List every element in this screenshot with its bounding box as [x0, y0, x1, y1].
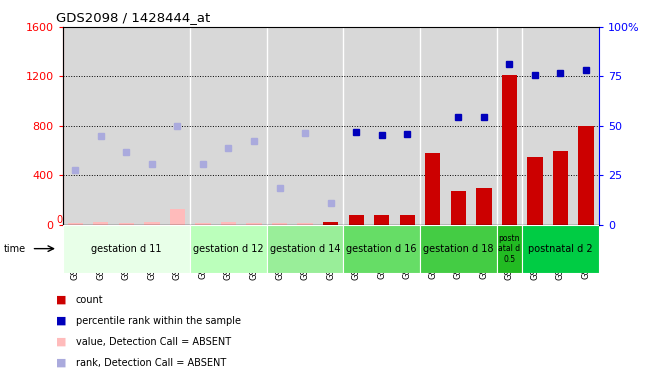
Bar	[476, 188, 492, 225]
Text: ■: ■	[56, 358, 66, 368]
Bar	[502, 75, 517, 225]
Bar	[522, 225, 599, 273]
Bar	[144, 222, 159, 225]
Bar	[297, 223, 313, 225]
Bar	[497, 225, 522, 273]
Text: percentile rank within the sample: percentile rank within the sample	[76, 316, 241, 326]
Bar	[266, 225, 343, 273]
Bar	[399, 215, 415, 225]
Bar	[349, 215, 364, 225]
Bar	[323, 222, 338, 225]
Bar	[63, 225, 190, 273]
Bar	[343, 225, 420, 273]
Bar	[578, 126, 594, 225]
Bar	[93, 222, 109, 225]
Text: time: time	[3, 243, 26, 254]
Text: postn
atal d
0.5: postn atal d 0.5	[498, 234, 520, 263]
Text: rank, Detection Call = ABSENT: rank, Detection Call = ABSENT	[76, 358, 226, 368]
Text: postnatal d 2: postnatal d 2	[528, 243, 593, 254]
Bar	[553, 151, 568, 225]
Bar	[374, 215, 390, 225]
Text: gestation d 18: gestation d 18	[423, 243, 494, 254]
Text: ■: ■	[56, 295, 66, 305]
Bar	[195, 223, 211, 225]
Text: count: count	[76, 295, 103, 305]
Bar	[170, 209, 185, 225]
Bar	[190, 225, 266, 273]
Bar	[118, 223, 134, 225]
Bar	[451, 191, 466, 225]
Text: gestation d 14: gestation d 14	[270, 243, 340, 254]
Text: gestation d 12: gestation d 12	[193, 243, 264, 254]
Bar	[246, 223, 262, 225]
Text: gestation d 11: gestation d 11	[91, 243, 162, 254]
Text: 0: 0	[57, 215, 63, 225]
Text: gestation d 16: gestation d 16	[347, 243, 417, 254]
Bar	[221, 222, 236, 225]
Text: value, Detection Call = ABSENT: value, Detection Call = ABSENT	[76, 337, 231, 347]
Text: GDS2098 / 1428444_at: GDS2098 / 1428444_at	[56, 12, 210, 25]
Bar	[272, 223, 288, 225]
Bar	[68, 223, 83, 225]
Bar	[420, 225, 497, 273]
Text: ■: ■	[56, 316, 66, 326]
Bar	[527, 157, 543, 225]
Bar	[425, 153, 440, 225]
Text: ■: ■	[56, 337, 66, 347]
